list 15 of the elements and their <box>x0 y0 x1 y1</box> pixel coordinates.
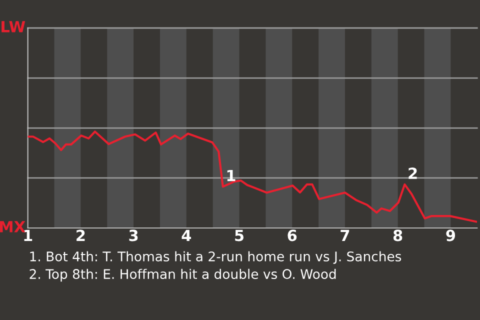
x-tick-label: 6 <box>288 230 297 242</box>
text: MX <box>0 221 26 232</box>
x-tick-label: 8 <box>393 230 402 242</box>
x-tick-label: 7 <box>340 230 350 241</box>
text: LW <box>2 21 26 32</box>
x-tick-label: 5 <box>235 230 244 242</box>
x-tick-label: 1 <box>24 230 32 241</box>
x-tick-label: 3 <box>129 230 138 242</box>
annotation: 2 <box>408 168 417 179</box>
x-tick-label: 9 <box>446 230 456 242</box>
text: 1. Bot 4th: T. Thomas hit a 2-run home run vs J. Sanches <box>30 251 402 264</box>
x-tick-label: 2 <box>76 230 85 241</box>
x-tick-label: 4 <box>182 230 192 241</box>
annotation: 1 <box>227 170 236 182</box>
text: 2. Top 8th: E. Hoffman hit a double vs O. Wood <box>30 268 336 282</box>
